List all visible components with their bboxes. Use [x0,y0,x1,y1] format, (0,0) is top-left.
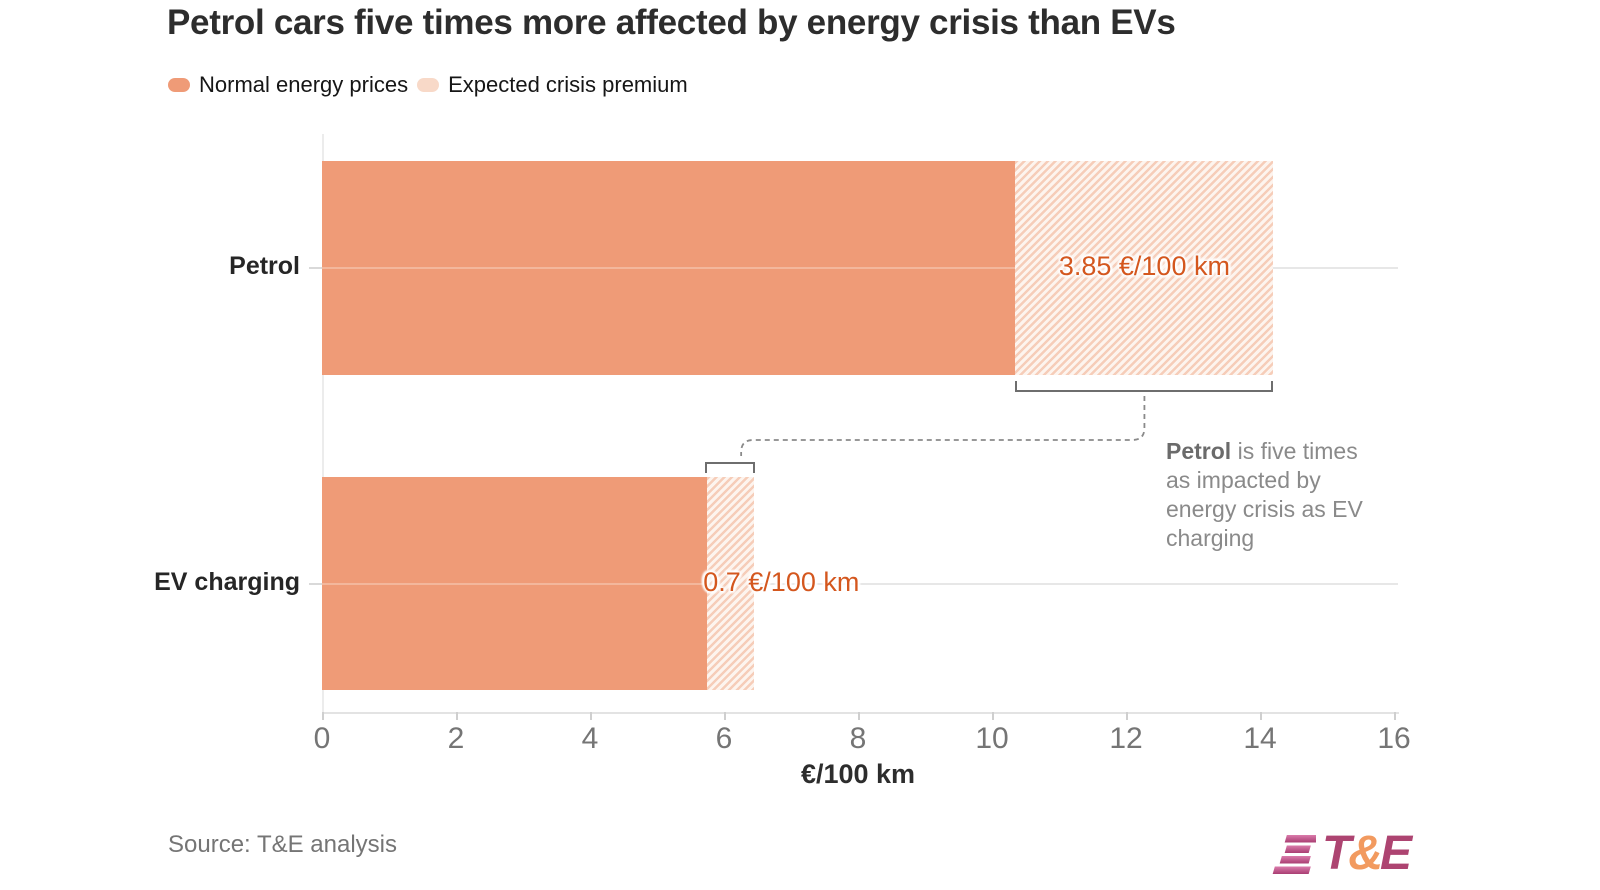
premium-value-label-1: 0.7 €/100 km [703,566,860,597]
x-axis-tick-label-14: 14 [1243,722,1277,755]
legend-item-normal: Normal energy prices [168,72,408,98]
x-axis-tick-label-4: 4 [581,722,599,755]
legend-label-premium: Expected crisis premium [448,72,688,97]
ev-premium-bracket [705,462,756,473]
te-logo: T&E [1268,827,1412,880]
x-axis-tick-label-8: 8 [849,722,867,755]
category-tick-1 [309,582,322,585]
x-axis-tick-label-0: 0 [313,722,331,755]
x-axis-tick-label-12: 12 [1109,722,1143,755]
category-label-0: Petrol [229,252,300,280]
petrol-premium-bracket [1015,381,1274,392]
x-axis-tick-label-10: 10 [975,722,1009,755]
x-axis-tick-4 [590,712,592,720]
legend: Normal energy prices Expected crisis pre… [168,72,688,98]
x-axis-line [322,712,1399,714]
dashed-connector-path [740,396,1146,456]
x-axis-title: €/100 km [800,759,916,789]
bar-normal-0 [322,161,1016,375]
legend-swatch-normal [168,78,190,92]
bar-premium-1 [707,477,755,690]
x-axis-tick-16 [1394,712,1396,720]
bar-normal-1 [322,477,708,690]
x-axis-tick-0 [322,712,324,720]
x-axis-tick-8 [858,712,860,720]
x-axis-tick-label-16: 16 [1377,722,1411,755]
legend-item-premium: Expected crisis premium [417,72,688,98]
premium-value-label-0: 3.85 €/100 km [1058,251,1230,281]
x-axis-tick-label-2: 2 [447,722,465,755]
te-logo-stripes-icon [1272,835,1316,874]
annotation-lead: Petrol [1166,438,1232,464]
x-axis-tick-label-6: 6 [715,722,733,755]
category-tick-0 [309,267,322,269]
te-logo-text: T&E [1322,827,1412,880]
x-axis-tick-12 [1126,712,1128,720]
annotation-text: Petrol is five times as impacted by ener… [1166,408,1401,553]
source-note: Source: T&E analysis [168,831,397,858]
x-axis-tick-6 [724,712,726,720]
bar-gridline-overlay-1 [322,582,708,585]
x-axis-tick-10 [992,712,994,720]
bar-premium-0 [1015,161,1274,375]
legend-label-normal: Normal energy prices [199,72,409,97]
x-axis-tick-14 [1260,712,1262,720]
x-axis-tick-2 [456,712,458,720]
chart-title: Petrol cars five times more affected by … [167,3,1176,42]
annotation-body: is five times as impacted by energy cris… [1166,438,1363,551]
category-gridline-1 [322,582,1398,585]
bar-gridline-overlay-0 [322,267,1016,269]
category-label-1: EV charging [154,567,300,596]
y-axis-line [322,134,324,712]
legend-swatch-premium [417,78,440,92]
